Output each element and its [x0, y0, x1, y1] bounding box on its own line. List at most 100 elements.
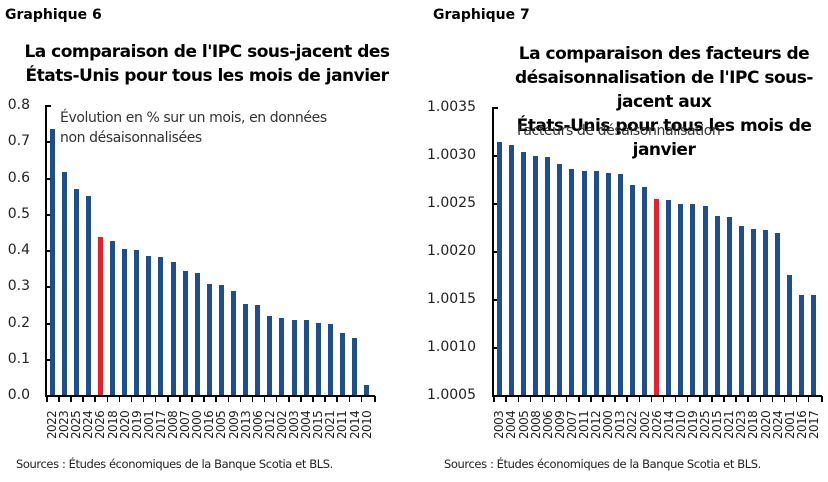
x-tick — [553, 396, 556, 402]
bar — [218, 285, 224, 395]
chart-6-subtitle-line-2: non désaisonnalisées — [60, 130, 202, 146]
x-tick — [348, 396, 350, 402]
x-tick — [94, 396, 96, 402]
bar — [122, 249, 128, 395]
chart-7-subtitle-line-1: Facteurs de désaisonnalisation — [517, 123, 721, 139]
bar — [702, 205, 708, 395]
x-tick — [783, 396, 786, 402]
y-tick — [45, 395, 51, 397]
y-tick-label: 0.8 — [7, 97, 30, 113]
chart-6-title: La comparaison de l'IPC sous-jacent des … — [0, 40, 414, 88]
chart-6-label: Graphique 6 — [5, 7, 102, 23]
x-tick — [312, 396, 314, 402]
y-tick-label: 1.0025 — [427, 195, 476, 211]
y-tick-label: 1.0020 — [427, 243, 476, 259]
bar — [243, 304, 249, 395]
y-tick-label: 1.0005 — [427, 387, 476, 403]
y-tick — [492, 251, 498, 253]
x-tick — [288, 396, 290, 402]
y-tick — [492, 155, 498, 157]
y-tick — [492, 347, 498, 349]
bar — [533, 155, 539, 395]
y-tick-label: 0.4 — [7, 242, 30, 258]
bar — [726, 217, 732, 395]
x-tick — [324, 396, 326, 402]
x-tick — [747, 396, 749, 402]
chart-6-title-line-1: La comparaison de l'IPC sous-jacent des — [24, 42, 390, 62]
chart-6-title-line-2: États-Unis pour tous les mois de janvier — [25, 66, 389, 86]
bar — [206, 284, 212, 395]
y-tick — [492, 299, 498, 301]
x-tick — [711, 396, 713, 402]
bar — [327, 323, 333, 395]
x-tick — [82, 396, 84, 402]
bar — [170, 261, 176, 395]
chart-7-title-line-3: États-Unis pour tous les mois de janvier — [516, 116, 812, 160]
chart-7-source: Sources : Études économiques de la Banqu… — [444, 457, 761, 471]
bar — [545, 156, 551, 395]
bar — [85, 195, 91, 395]
chart-6-panel: Graphique 6 La comparaison de l'IPC sous… — [0, 7, 414, 471]
bar — [61, 172, 67, 395]
bar — [666, 200, 672, 395]
x-tick — [142, 396, 145, 402]
bar — [617, 174, 623, 395]
bar — [364, 384, 370, 395]
x-tick — [529, 396, 532, 402]
x-tick-label: 2010 — [359, 410, 374, 439]
chart-6-subtitle-line-1: Évolution en % sur un mois, en données — [60, 110, 327, 126]
x-tick — [699, 396, 701, 402]
bar — [629, 184, 635, 395]
y-tick-label: 1.0015 — [427, 291, 476, 307]
x-tick — [263, 396, 266, 402]
bar — [557, 163, 563, 395]
chart-7-title: La comparaison des facteurs de désaisonn… — [500, 42, 828, 162]
chart-6-subtitle: Évolution en % sur un mois, en données n… — [60, 108, 327, 148]
x-tick — [614, 396, 616, 402]
bar — [158, 257, 164, 395]
bar — [763, 229, 768, 395]
bar — [738, 226, 744, 395]
y-tick-label: 0.1 — [7, 350, 30, 367]
y-tick — [45, 322, 51, 325]
x-tick — [179, 396, 181, 402]
bar — [714, 216, 720, 395]
y-tick — [492, 203, 498, 205]
x-tick — [686, 396, 689, 402]
y-tick — [45, 105, 51, 107]
x-tick — [118, 396, 121, 402]
x-tick — [275, 396, 278, 402]
bar — [605, 173, 611, 395]
bar — [496, 141, 502, 395]
bar — [315, 323, 321, 395]
x-tick — [154, 396, 157, 402]
bar — [521, 152, 526, 395]
bar — [73, 189, 79, 395]
bar — [581, 171, 587, 395]
y-tick-label: 0.2 — [7, 314, 30, 331]
bar — [339, 332, 345, 395]
x-tick — [662, 396, 665, 402]
x-tick — [578, 396, 580, 402]
x-tick — [215, 396, 217, 402]
bar-highlight — [654, 199, 660, 395]
bar — [146, 256, 152, 395]
chart-7-panel: Graphique 7 La comparaison des facteurs … — [414, 0, 828, 482]
x-tick — [300, 396, 302, 402]
x-tick — [735, 396, 737, 402]
y-tick — [492, 107, 498, 109]
chart-7-label: Graphique 7 — [433, 7, 530, 23]
bar — [303, 320, 309, 395]
y-tick-label: 0.7 — [7, 133, 30, 150]
bar — [134, 250, 140, 395]
bar — [352, 338, 357, 395]
bar — [508, 145, 514, 395]
x-tick — [638, 396, 640, 402]
bar — [750, 228, 756, 395]
x-tick — [336, 396, 338, 402]
bar — [775, 232, 781, 395]
bar — [255, 305, 261, 395]
x-tick — [807, 396, 810, 402]
x-tick — [565, 396, 568, 402]
x-tick — [650, 396, 653, 402]
